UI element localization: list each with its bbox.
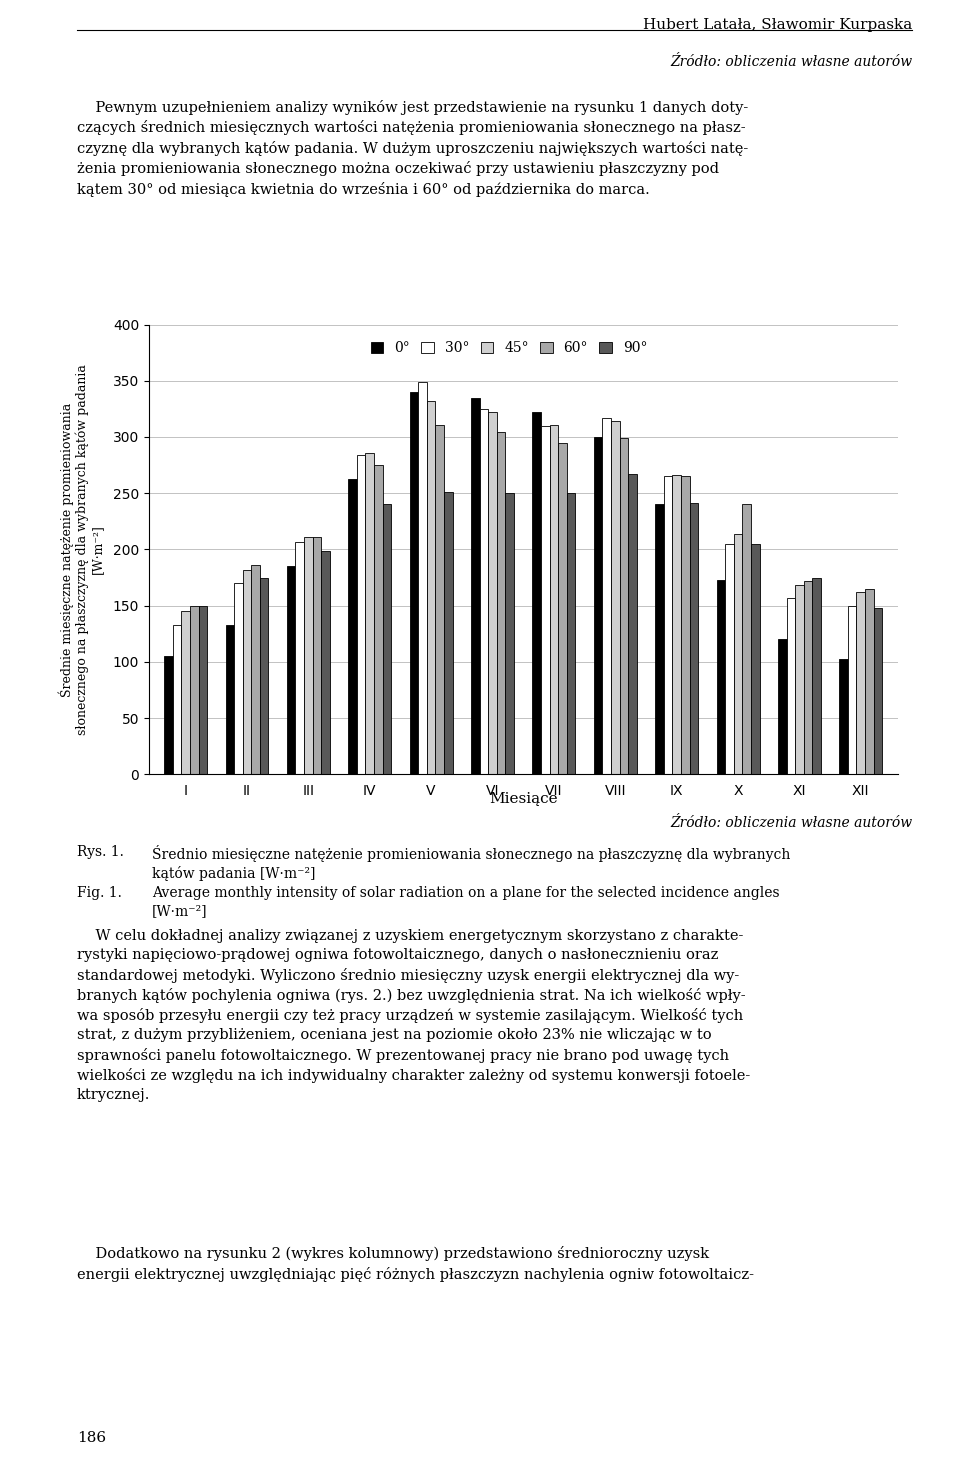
- Bar: [733, 534, 742, 774]
- Bar: [874, 608, 882, 774]
- Bar: [751, 544, 759, 774]
- Text: Average monthly intensity of solar radiation on a plane for the selected inciden: Average monthly intensity of solar radia…: [152, 886, 780, 919]
- Bar: [173, 625, 181, 774]
- Bar: [427, 401, 436, 774]
- Bar: [848, 606, 856, 774]
- Text: Rys. 1.: Rys. 1.: [77, 845, 124, 858]
- Bar: [655, 504, 663, 774]
- Bar: [471, 398, 480, 774]
- Bar: [549, 425, 558, 774]
- Bar: [444, 493, 452, 774]
- Bar: [681, 476, 689, 774]
- Bar: [602, 417, 611, 774]
- Bar: [489, 412, 497, 774]
- Bar: [383, 504, 392, 774]
- Bar: [795, 586, 804, 774]
- Bar: [689, 503, 698, 774]
- Bar: [190, 606, 199, 774]
- Bar: [505, 493, 514, 774]
- Bar: [812, 578, 821, 774]
- Bar: [234, 583, 243, 774]
- Bar: [436, 425, 444, 774]
- Bar: [181, 611, 190, 774]
- Text: Hubert Latała, Sławomir Kurpaska: Hubert Latała, Sławomir Kurpaska: [643, 18, 912, 32]
- Bar: [594, 437, 602, 774]
- Bar: [619, 438, 628, 774]
- Bar: [287, 566, 296, 774]
- Text: Średnio miesięczne natężenie promieniowania słonecznego na płaszczyznę dla wybra: Średnio miesięczne natężenie promieniowa…: [152, 845, 790, 882]
- Text: Miesiące: Miesiące: [489, 792, 558, 805]
- Bar: [839, 658, 848, 774]
- Bar: [313, 537, 322, 774]
- Bar: [419, 382, 427, 774]
- Legend: 0°, 30°, 45°, 60°, 90°: 0°, 30°, 45°, 60°, 90°: [366, 336, 653, 361]
- Bar: [865, 589, 874, 774]
- Text: Źródło: obliczenia własne autorów: Źródło: obliczenia własne autorów: [670, 816, 912, 829]
- Bar: [725, 544, 733, 774]
- Text: 186: 186: [77, 1432, 106, 1446]
- Bar: [252, 565, 260, 774]
- Bar: [663, 476, 672, 774]
- Bar: [304, 537, 313, 774]
- Bar: [742, 504, 751, 774]
- Text: Pewnym uzupełnieniem analizy wyników jest przedstawienie na rysunku 1 danych dot: Pewnym uzupełnieniem analizy wyników jes…: [77, 100, 748, 196]
- Bar: [566, 493, 575, 774]
- Bar: [226, 625, 234, 774]
- Bar: [497, 432, 505, 774]
- Y-axis label: Średnie miesięczne natężenie promieniowania
słonecznego na płaszczyznę dla wybra: Średnie miesięczne natężenie promieniowa…: [59, 364, 105, 735]
- Bar: [786, 597, 795, 774]
- Bar: [296, 541, 304, 774]
- Bar: [322, 550, 330, 774]
- Text: W celu dokładnej analizy związanej z uzyskiem energetycznym skorzystano z charak: W celu dokładnej analizy związanej z uzy…: [77, 929, 750, 1102]
- Bar: [164, 656, 173, 774]
- Bar: [410, 392, 419, 774]
- Bar: [374, 465, 383, 774]
- Text: Źródło: obliczenia własne autorów: Źródło: obliczenia własne autorów: [670, 55, 912, 69]
- Bar: [480, 409, 489, 774]
- Bar: [778, 640, 786, 774]
- Bar: [672, 475, 681, 774]
- Text: Fig. 1.: Fig. 1.: [77, 886, 122, 900]
- Bar: [199, 606, 207, 774]
- Bar: [611, 422, 619, 774]
- Bar: [357, 454, 366, 774]
- Bar: [533, 412, 541, 774]
- Bar: [366, 453, 374, 774]
- Bar: [348, 478, 357, 774]
- Bar: [804, 581, 812, 774]
- Bar: [856, 591, 865, 774]
- Text: Dodatkowo na rysunku 2 (wykres kolumnowy) przedstawiono średnioroczny uzysk
ener: Dodatkowo na rysunku 2 (wykres kolumnowy…: [77, 1246, 754, 1282]
- Bar: [243, 569, 252, 774]
- Bar: [558, 442, 566, 774]
- Bar: [260, 578, 269, 774]
- Bar: [628, 473, 636, 774]
- Bar: [541, 426, 549, 774]
- Bar: [716, 580, 725, 774]
